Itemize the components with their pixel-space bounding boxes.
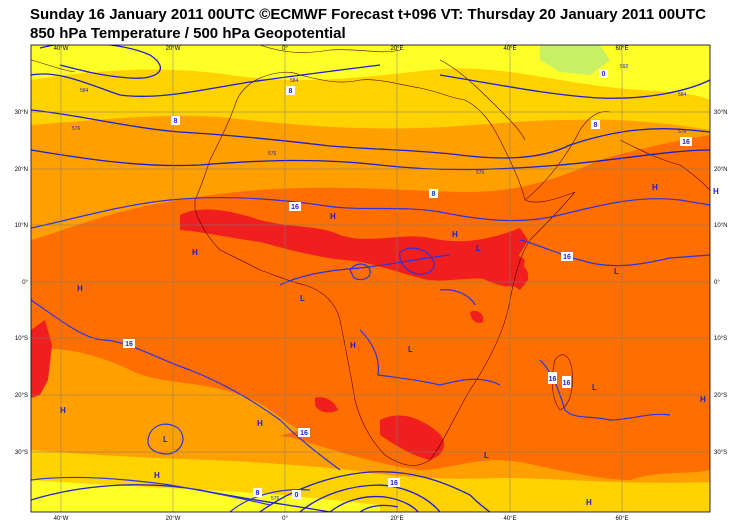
lat-label: 20°S <box>714 393 727 399</box>
high-pressure-marker: H <box>257 419 263 428</box>
lon-label: 40°E <box>503 46 516 52</box>
temp-label: 16 <box>390 480 398 487</box>
high-pressure-marker: H <box>713 187 719 196</box>
high-pressure-marker: H <box>586 498 592 507</box>
coastlines <box>31 45 710 466</box>
lat-label: 20°N <box>714 167 727 173</box>
map-title: Sunday 16 January 2011 00UTC ©ECMWF Fore… <box>30 6 706 23</box>
high-pressure-marker: H <box>700 395 706 404</box>
lon-label: 60°E <box>615 516 628 522</box>
low-pressure-marker: L <box>614 267 619 276</box>
low-pressure-marker: L <box>476 244 481 253</box>
lat-label: 10°S <box>714 336 727 342</box>
lat-label: 20°N <box>15 167 28 173</box>
high-pressure-marker: H <box>330 212 336 221</box>
latitude-labels-left: 30°N 20°N 10°N 0° 10°S 20°S 30°S <box>15 110 29 456</box>
geopotential-label: 584 <box>80 88 89 94</box>
temperature-contour-labels: 8 8 8 8 16 16 16 16 16 16 16 0 0 8 16 <box>123 69 692 499</box>
longitude-labels-top: 40°W 20°W 0° 20°E 40°E 60°E <box>54 46 629 52</box>
geopotential-label: 584 <box>290 78 299 84</box>
map-frame <box>30 44 711 513</box>
lon-label: 60°E <box>615 46 628 52</box>
lat-label: 10°N <box>15 223 28 229</box>
temp-label: 16 <box>125 341 133 348</box>
temp-label: 16 <box>300 430 308 437</box>
lat-label: 20°S <box>15 393 28 399</box>
lon-label: 0° <box>282 516 288 522</box>
high-pressure-marker: H <box>77 284 83 293</box>
temp-label: 8 <box>289 88 293 95</box>
geopotential-contours <box>31 45 710 512</box>
low-pressure-marker: L <box>163 435 168 444</box>
low-pressure-marker: L <box>592 383 597 392</box>
geopotential-label: 592 <box>620 64 629 70</box>
lat-lon-grid <box>31 45 710 512</box>
lon-label: 0° <box>282 46 288 52</box>
temp-label: 16 <box>682 139 690 146</box>
low-pressure-marker: L <box>484 451 489 460</box>
lon-label: 20°W <box>166 516 181 522</box>
high-pressure-marker: H <box>154 471 160 480</box>
lat-label: 0° <box>22 280 28 286</box>
temp-label: 16 <box>549 376 557 383</box>
low-pressure-marker: L <box>300 294 305 303</box>
temp-label: 8 <box>174 118 178 125</box>
geopotential-label: 576 <box>72 126 81 132</box>
pressure-centres: H H H H H H H H H H H H L L L L L L L <box>60 183 719 507</box>
low-pressure-marker: L <box>408 345 413 354</box>
lat-label: 10°N <box>714 223 727 229</box>
high-pressure-marker: H <box>652 183 658 192</box>
temp-label: 0 <box>602 71 606 78</box>
temp-label: 8 <box>594 122 598 129</box>
geopotential-label: 576 <box>678 129 687 135</box>
temp-label: 16 <box>563 380 571 387</box>
high-pressure-marker: H <box>192 248 198 257</box>
lon-label: 40°W <box>54 516 69 522</box>
lat-label: 0° <box>714 280 720 286</box>
high-pressure-marker: H <box>452 230 458 239</box>
temperature-contours <box>31 196 710 512</box>
geopotential-label: 576 <box>268 151 277 157</box>
high-pressure-marker: H <box>350 341 356 350</box>
lon-label: 20°E <box>390 516 403 522</box>
lon-label: 40°W <box>54 46 69 52</box>
lat-label: 30°S <box>15 450 28 456</box>
longitude-labels-bottom: 40°W 20°W 0° 20°E 40°E 60°E <box>54 516 629 522</box>
geopotential-label: 584 <box>678 92 687 98</box>
lon-label: 20°W <box>166 46 181 52</box>
latitude-labels-right: 30°N 20°N 10°N 0° 10°S 20°S 30°S <box>714 110 727 456</box>
geopotential-label: 576 <box>271 496 280 502</box>
temperature-field <box>31 45 710 512</box>
high-pressure-marker: H <box>60 406 66 415</box>
lat-label: 10°S <box>15 336 28 342</box>
map-subtitle: 850 hPa Temperature / 500 hPa Geopotenti… <box>30 25 346 42</box>
geopotential-label: 576 <box>476 170 485 176</box>
temp-label: 8 <box>432 191 436 198</box>
lat-label: 30°N <box>15 110 28 116</box>
geopotential-contour-labels: 584 584 576 576 576 584 576 576 592 <box>72 64 687 502</box>
temp-label: 0 <box>295 492 299 499</box>
temp-label: 16 <box>291 204 299 211</box>
lon-label: 20°E <box>390 46 403 52</box>
lat-label: 30°N <box>714 110 727 116</box>
temp-label: 8 <box>256 490 260 497</box>
lat-label: 30°S <box>714 450 727 456</box>
lon-label: 40°E <box>503 516 516 522</box>
temp-label: 16 <box>563 254 571 261</box>
